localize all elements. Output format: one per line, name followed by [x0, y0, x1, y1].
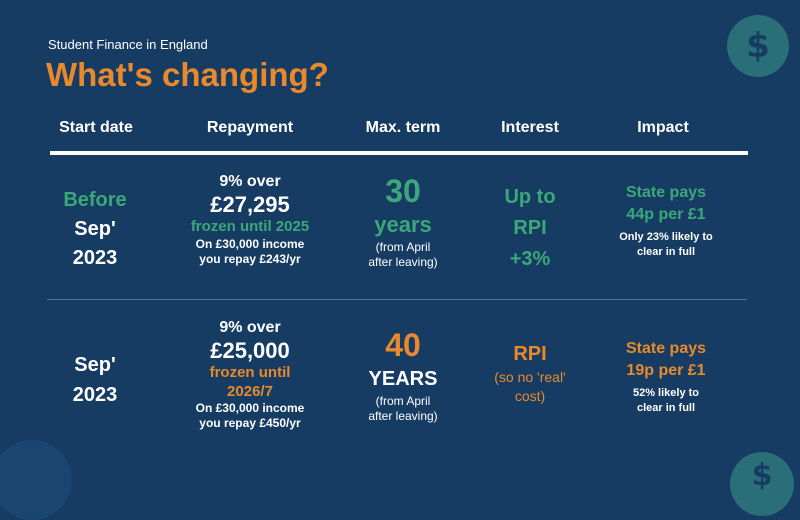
header-divider: [50, 151, 748, 155]
interest-cell: RPI (so no 'real' cost): [475, 340, 585, 406]
term-number: 30: [385, 173, 421, 209]
repayment-example-line2: you repay £450/yr: [199, 416, 301, 430]
term-unit: YEARS: [368, 368, 438, 390]
term-unit: years: [374, 212, 432, 237]
repayment-rate: 9% over: [219, 319, 281, 336]
dollar-coin-icon: $: [751, 457, 773, 493]
dollar-coin-icon: $: [746, 26, 770, 66]
repayment-threshold: £27,295: [210, 192, 290, 217]
impact-line2: 19p per £1: [626, 362, 706, 379]
row-divider: [47, 299, 747, 300]
term-cell: 40 YEARS (from April after leaving): [350, 326, 456, 424]
repayment-freeze-line2: 2026/7: [227, 383, 273, 400]
repayment-example-line2: you repay £243/yr: [199, 252, 301, 266]
impact-line1: State pays: [625, 184, 707, 201]
term-note-line1: (from April: [375, 240, 431, 254]
faint-circle: [0, 440, 72, 520]
start-date-cell: Before Sep' 2023: [40, 186, 150, 273]
repayment-freeze: frozen until 2025: [190, 218, 310, 235]
interest-line2: (so no 'real': [494, 369, 566, 385]
column-header-repayment: Repayment: [206, 119, 294, 136]
start-date-year: 2023: [72, 247, 118, 269]
term-number: 40: [385, 327, 421, 363]
start-date-prefix: Before: [63, 189, 127, 211]
impact-note-line1: 52% likely to: [632, 387, 700, 399]
impact-note-line2: clear in full: [636, 402, 696, 414]
repayment-example-line1: On £30,000 income: [195, 401, 305, 415]
repayment-cell: 9% over £25,000 frozen until 2026/7 On £…: [160, 318, 340, 431]
start-date-month: Sep': [74, 218, 116, 240]
repayment-example-line1: On £30,000 income: [195, 237, 305, 251]
term-note-line1: (from April: [375, 394, 431, 408]
column-header-interest: Interest: [501, 119, 559, 136]
impact-note-line2: clear in full: [636, 246, 696, 258]
term-note-line2: after leaving): [368, 409, 438, 423]
start-date-cell: Sep' 2023: [40, 350, 150, 410]
column-header-max-term: Max. term: [365, 119, 441, 136]
impact-cell: State pays 44p per £1 Only 23% likely to…: [598, 182, 734, 260]
interest-line3: +3%: [509, 248, 551, 270]
repayment-rate: 9% over: [219, 173, 281, 190]
repayment-freeze-line1: frozen until: [209, 364, 291, 381]
column-header-start-date: Start date: [59, 119, 133, 136]
impact-note-line1: Only 23% likely to: [619, 231, 713, 243]
impact-line2: 44p per £1: [626, 206, 706, 223]
term-cell: 30 years (from April after leaving): [350, 172, 456, 270]
impact-cell: State pays 19p per £1 52% likely to clea…: [598, 338, 734, 416]
start-date-month: Sep': [74, 354, 116, 376]
page-title: What's changing?: [46, 56, 329, 93]
interest-line1: RPI: [513, 343, 547, 365]
term-note-line2: after leaving): [368, 255, 438, 269]
dollar-badge-bottom: $: [730, 452, 794, 516]
column-header-impact: Impact: [637, 119, 689, 136]
interest-line1: Up to: [504, 186, 556, 208]
interest-cell: Up to RPI +3%: [475, 182, 585, 275]
page-subtitle: Student Finance in England: [48, 37, 208, 52]
interest-line3: cost): [514, 388, 546, 404]
dollar-badge-top: $: [727, 15, 789, 77]
repayment-threshold: £25,000: [210, 338, 290, 363]
impact-line1: State pays: [625, 340, 707, 357]
repayment-cell: 9% over £27,295 frozen until 2025 On £30…: [160, 172, 340, 267]
start-date-year: 2023: [72, 384, 118, 406]
interest-line2: RPI: [513, 217, 547, 239]
